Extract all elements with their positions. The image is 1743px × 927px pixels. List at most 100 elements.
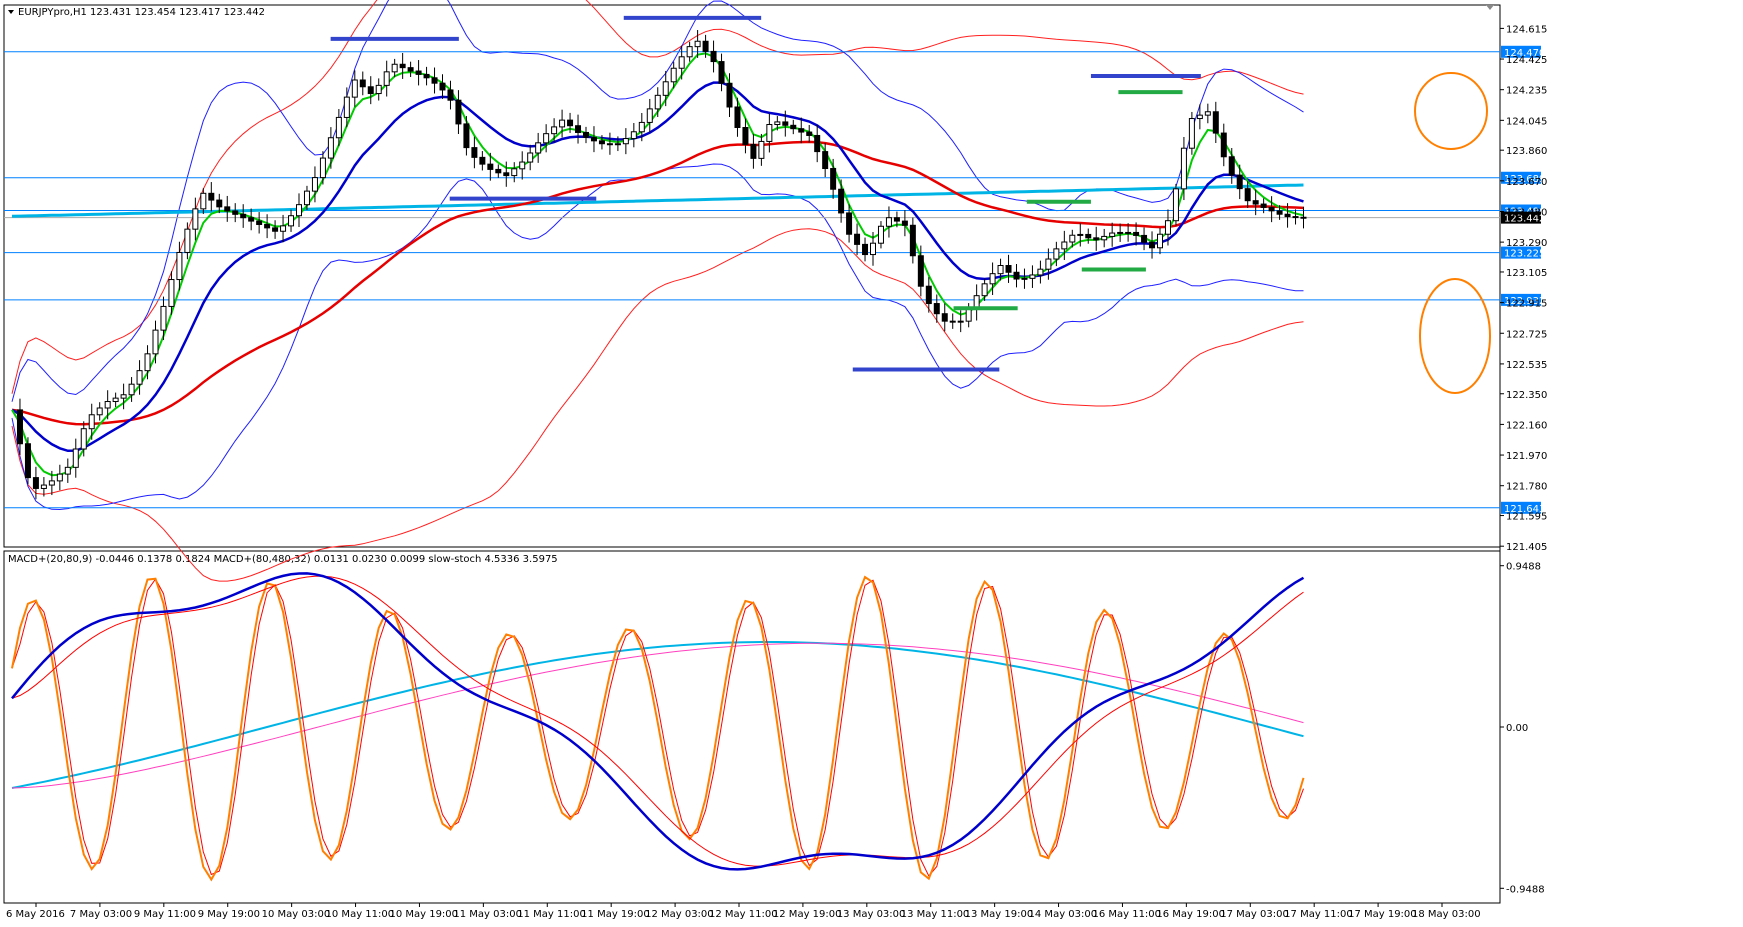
candle-body [24,443,31,479]
candle-body [1260,203,1267,208]
candle-body [1021,277,1028,280]
candle-body [909,224,916,257]
candle-body [264,223,271,229]
price-tick-label: 123.290 [1506,238,1547,249]
candle-body [32,477,39,489]
candles [16,30,1307,500]
candle-body [718,61,725,84]
candle-body [846,212,853,235]
annotation-circle-bottom [1419,278,1491,394]
time-tick-label: 12 May 19:00 [773,909,842,920]
time-tick-label: 10 May 03:00 [262,909,331,920]
candle-body [104,401,111,409]
candle-body [192,208,199,230]
time-tick-label: 12 May 11:00 [709,909,778,920]
price-tick-label: 121.595 [1506,512,1547,523]
candle-body [583,131,589,138]
candle-body [1061,241,1068,250]
candle-body [479,156,486,165]
candle-body [806,131,813,136]
candle-body [758,140,765,159]
price-tag: 124.470 [1501,45,1545,59]
candle-body [957,320,964,323]
candle-body [280,225,287,232]
candle-body [989,273,996,285]
candle-body [614,143,621,146]
price-tag: 121.643 [1501,501,1545,515]
time-tick-label: 14 May 03:00 [1029,909,1098,920]
candle-body [750,143,757,159]
stoch-d-line [11,578,1304,877]
candle-body [383,71,390,86]
candle-body [152,329,159,355]
candle-body [654,94,661,110]
candle-body [423,73,430,79]
price-tick-label: 124.045 [1506,116,1547,127]
price-axis: 124.470123.689123.486123.442123.225122.9… [1500,24,1547,553]
candle-body [734,106,741,128]
candle-body [1069,234,1076,243]
candle-body [622,138,629,145]
candle-body [925,285,932,305]
time-tick-label: 12 May 03:00 [645,909,714,920]
chevron-down-icon[interactable] [8,10,14,14]
price-tag-box [1501,45,1541,58]
candle-body [862,243,869,256]
candle-body [471,147,478,158]
candle-body [216,199,223,208]
candle-body [1236,174,1243,190]
candle-body [965,308,972,322]
price-tick-label: 121.780 [1506,482,1547,493]
candle-body [1117,231,1124,234]
candle-body [1101,235,1108,241]
main-panel[interactable] [3,4,1501,548]
candle-body [1204,111,1211,116]
time-tick-label: 13 May 11:00 [901,909,970,920]
candle-body [503,172,510,177]
candle-body [415,70,422,75]
candle-body [1149,241,1156,249]
candle-body [391,63,398,73]
candle-body [838,188,845,214]
price-tag-box [1501,501,1541,514]
candle-body [678,56,685,69]
candle-body [375,84,382,95]
price-tick-label: 124.615 [1506,24,1547,35]
time-tick-label: 10 May 11:00 [326,909,395,920]
candle-body [1276,210,1283,215]
price-tick-label: 122.160 [1506,420,1547,431]
time-tick-label: 9 May 19:00 [198,909,260,920]
candle-body [296,204,302,217]
annotation-circle-top [1414,72,1488,150]
oscillator-lines [11,572,1305,882]
candle-body [1037,268,1044,276]
ema-slow-line [11,140,1304,426]
candle-body [702,40,709,52]
candle-body [1188,118,1195,149]
candle-body [351,79,358,98]
support-resistance-marks [330,15,1201,372]
candle-body [638,121,645,133]
candle-body [1005,265,1012,273]
price-tag-box [1501,211,1541,224]
candle-body [184,228,191,253]
candle-body [742,126,749,145]
osc-tick-label: 0.00 [1506,723,1528,734]
candle-body [535,142,542,154]
candle-body [1125,231,1132,234]
candle-body [870,242,876,256]
candle-body [511,168,518,177]
candle-body [160,305,167,331]
indicator-panel[interactable] [3,550,1501,904]
candle-body [80,428,87,450]
candle-body [120,394,127,399]
candle-body [48,480,55,486]
candle-body [303,190,310,206]
time-tick-label: 6 May 2016 [6,909,65,920]
candle-body [814,134,821,153]
price-tag-label: 123.225 [1504,249,1545,260]
candle-body [997,265,1004,275]
candle-body [559,119,566,128]
candle-body [1085,233,1092,239]
